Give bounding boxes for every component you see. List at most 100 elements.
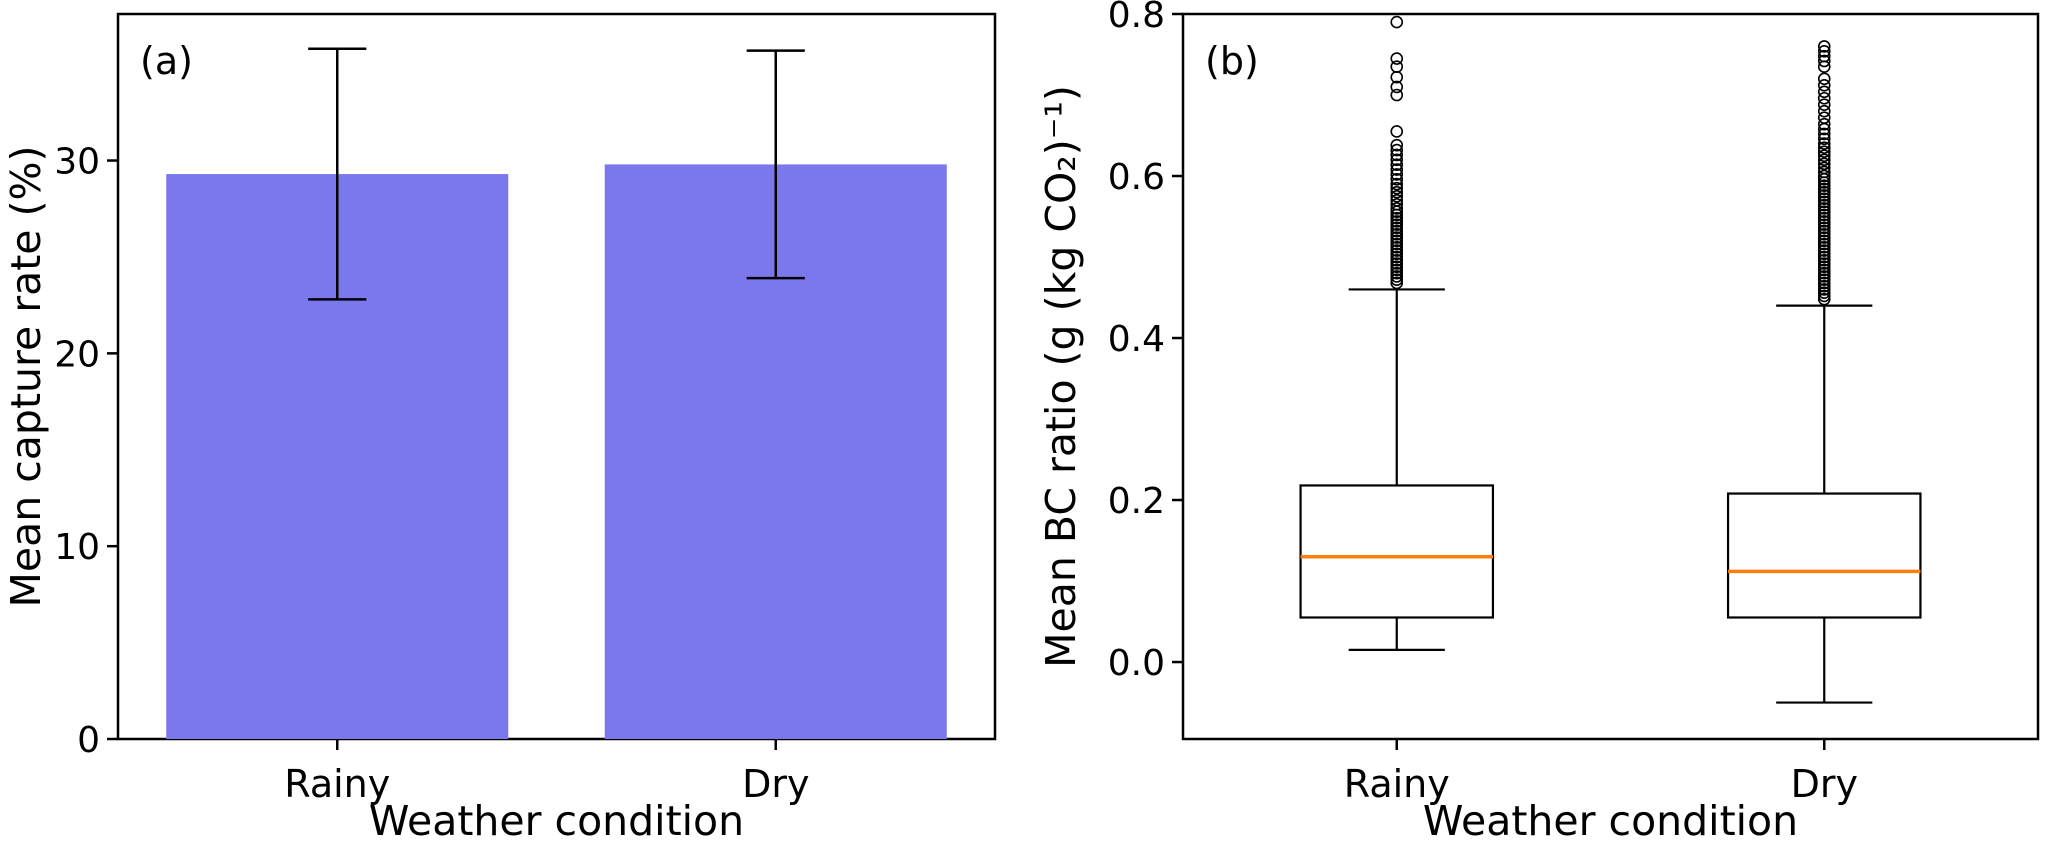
outlier-point <box>1390 198 1404 211</box>
outlier-point <box>1390 263 1404 277</box>
outlier-point <box>1390 218 1404 231</box>
outlier-point <box>1817 169 1831 183</box>
y-tick-label: 0.2 <box>1108 481 1165 522</box>
outlier-point <box>1390 168 1404 181</box>
outlier-point <box>1817 117 1831 131</box>
outlier-point <box>1817 127 1831 141</box>
outlier-point <box>1817 257 1831 270</box>
outlier-point <box>1817 185 1831 199</box>
outlier-point <box>1390 244 1404 257</box>
outlier-point <box>1817 228 1831 241</box>
outlier-point <box>1817 283 1831 296</box>
outlier-point <box>1390 215 1404 228</box>
outlier-point <box>1817 141 1831 154</box>
outlier-point <box>1817 149 1831 163</box>
x-tick-label: Dry <box>742 762 809 806</box>
outlier-point <box>1390 189 1404 203</box>
box <box>1726 492 1922 619</box>
outlier-point <box>1390 80 1404 94</box>
y-tick-label: 0.8 <box>1108 0 1165 36</box>
outlier-point <box>1817 247 1831 261</box>
outlier-point <box>1390 253 1404 267</box>
y-axis-label: Mean BC ratio (g (kg CO₂)⁻¹) <box>1037 85 1085 668</box>
outlier-point <box>1817 165 1831 179</box>
outlier-point <box>1817 179 1831 193</box>
outlier-point <box>1390 88 1404 102</box>
outlier-point <box>1390 163 1404 176</box>
outlier-point <box>1390 234 1404 248</box>
outlier-point <box>1817 279 1831 293</box>
outlier-point <box>1817 153 1831 167</box>
panel-label: (a) <box>140 39 193 83</box>
outlier-point <box>1817 208 1831 222</box>
outlier-point <box>1390 177 1404 191</box>
outlier-point <box>1390 125 1404 138</box>
outlier-point <box>1817 161 1831 175</box>
box <box>1299 484 1495 619</box>
outlier-point <box>1817 266 1831 280</box>
outlier-point <box>1390 138 1404 152</box>
panel-label: (b) <box>1205 39 1259 83</box>
outlier-point <box>1817 145 1831 159</box>
outlier-point <box>1817 198 1831 212</box>
outlier-point <box>1817 111 1831 124</box>
outlier-point <box>1817 292 1831 306</box>
outlier-point <box>1817 244 1831 257</box>
outlier-point <box>1817 289 1831 303</box>
outlier-point <box>1817 260 1831 274</box>
outlier-point <box>1390 153 1404 167</box>
plot-frame <box>116 12 997 741</box>
outlier-point <box>1390 237 1404 251</box>
y-axis-label: Mean capture rate (%) <box>2 146 50 608</box>
y-tick-label: 30 <box>54 142 100 183</box>
outlier-point <box>1817 234 1831 248</box>
outlier-point <box>1817 237 1831 251</box>
outlier-point <box>1390 224 1404 238</box>
outlier-point <box>1390 60 1404 73</box>
outlier-point <box>1390 240 1404 254</box>
outlier-point <box>1390 181 1404 195</box>
outlier-point <box>1390 148 1404 162</box>
outlier-point <box>1817 91 1831 105</box>
outlier-point <box>1817 72 1831 86</box>
plot-frame <box>1181 12 2040 741</box>
outlier-point <box>1390 15 1404 29</box>
outlier-point <box>1817 250 1831 264</box>
outlier-point <box>1390 270 1404 283</box>
outlier-point <box>1817 211 1831 225</box>
outlier-point <box>1817 286 1831 299</box>
outlier-point <box>1817 224 1831 238</box>
outlier-point <box>1817 182 1831 196</box>
outlier-point <box>1817 78 1831 92</box>
y-tick-label: 0.4 <box>1108 319 1165 360</box>
outlier-point <box>1817 132 1831 146</box>
outlier-point <box>1817 215 1831 228</box>
outlier-point <box>1390 228 1404 241</box>
outlier-point <box>1390 273 1404 286</box>
x-tick-label: Rainy <box>1344 762 1450 806</box>
outlier-point <box>1817 49 1831 63</box>
outlier-point <box>1817 44 1831 58</box>
outlier-point <box>1390 202 1404 215</box>
outlier-point <box>1817 273 1831 286</box>
x-tick-label: Dry <box>1791 762 1858 806</box>
outlier-point <box>1390 172 1404 186</box>
outlier-point <box>1390 257 1404 270</box>
panel-b: 0.0 0.2 0.4 0.6 0.8 Rainy Dry Weather condition… <box>1033 0 2066 857</box>
y-tick-label: 20 <box>54 334 100 375</box>
outlier-point <box>1390 266 1404 280</box>
outlier-point <box>1817 98 1831 112</box>
outlier-point <box>1817 85 1831 99</box>
outlier-point <box>1390 52 1404 65</box>
y-tick-label: 0.6 <box>1108 157 1165 198</box>
x-tick-label: Rainy <box>284 762 390 806</box>
outlier-point <box>1817 40 1831 53</box>
outlier-point <box>1817 240 1831 254</box>
y-tick-label: 10 <box>54 527 100 568</box>
x-axis-label: Weather condition <box>1423 797 1798 845</box>
outlier-point <box>1817 54 1831 68</box>
outlier-point <box>1817 157 1831 171</box>
